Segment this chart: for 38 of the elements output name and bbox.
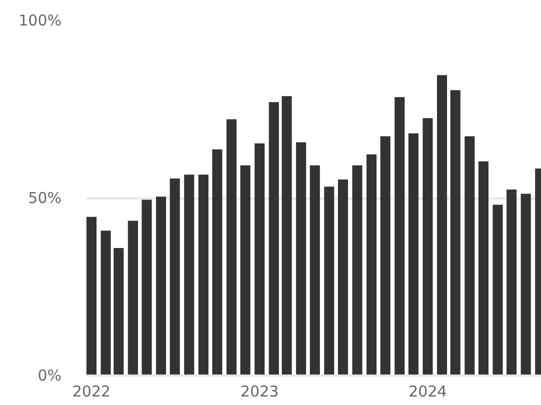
bar (156, 196, 166, 376)
bar (226, 119, 237, 376)
bar (394, 97, 405, 376)
x-tick-label: 2023 (240, 382, 279, 400)
x-tick-label: 2024 (408, 382, 447, 400)
y-tick-label: 50% (28, 189, 62, 207)
bar (436, 75, 448, 376)
bar (268, 102, 279, 376)
y-tick-label: 0% (38, 366, 62, 384)
bar (464, 136, 475, 376)
bar (282, 96, 292, 376)
bar (478, 161, 488, 376)
bar (450, 90, 460, 376)
bar (198, 174, 208, 376)
bar (492, 204, 503, 376)
y-tick-label: 100% (18, 12, 62, 30)
bar (170, 178, 180, 376)
bar (366, 154, 377, 376)
bar (520, 194, 531, 376)
bar (352, 165, 362, 376)
bar (212, 149, 222, 376)
bar (100, 230, 111, 376)
bar (506, 189, 517, 376)
bar (254, 143, 265, 376)
bar (324, 186, 334, 376)
bar (296, 142, 306, 376)
bar (240, 165, 250, 376)
bar (86, 216, 97, 376)
bar (310, 165, 320, 376)
bar (380, 136, 390, 376)
bar (184, 174, 194, 376)
bar (408, 133, 418, 376)
x-tick-label: 2022 (72, 382, 111, 400)
bar (142, 200, 152, 376)
bar (338, 180, 348, 376)
bar (114, 248, 124, 376)
bar (128, 220, 138, 376)
bar (422, 118, 433, 376)
